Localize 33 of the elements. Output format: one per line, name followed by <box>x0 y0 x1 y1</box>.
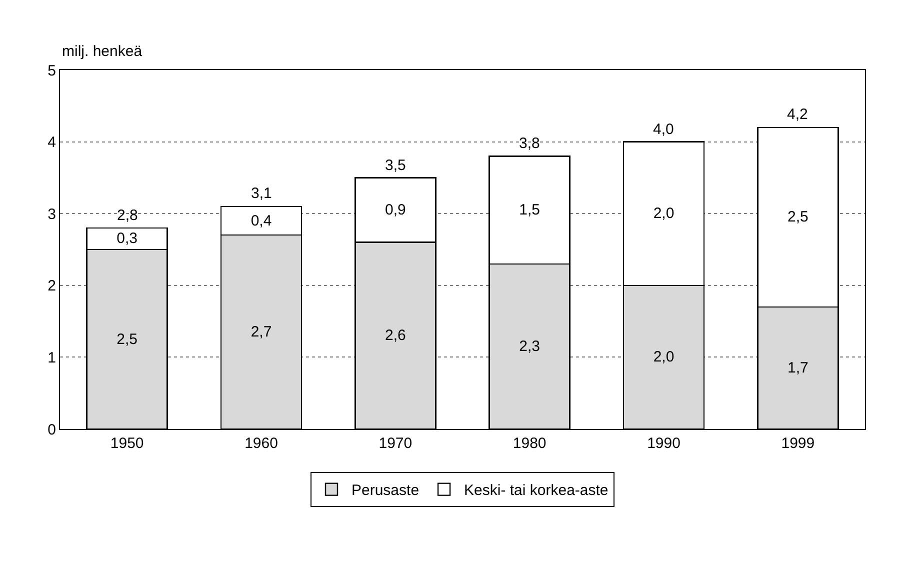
legend-label: Keski- tai korkea-aste <box>464 482 608 500</box>
data-label: 0,4 <box>250 212 272 230</box>
total-label: 4,0 <box>653 121 674 138</box>
total-label: 3,1 <box>251 185 272 202</box>
x-tick-label: 1950 <box>110 435 144 452</box>
data-label: 2,3 <box>519 338 540 355</box>
y-tick-label: 0 <box>48 421 56 438</box>
data-label: 1,7 <box>787 359 808 376</box>
legend-label: Perusaste <box>352 482 420 500</box>
data-label: 2,5 <box>787 208 808 226</box>
x-tick-label: 1970 <box>378 435 412 452</box>
total-label: 4,2 <box>787 106 808 123</box>
data-label: 2,0 <box>653 348 674 366</box>
x-tick-label: 1999 <box>781 435 815 452</box>
total-label: 3,5 <box>385 157 406 174</box>
y-tick-label: 5 <box>48 62 56 80</box>
x-tick-label: 1990 <box>647 435 680 452</box>
data-label: 2,6 <box>384 327 406 344</box>
y-tick-label: 1 <box>48 349 56 366</box>
y-axis-title: milj. henkeä <box>62 43 143 60</box>
y-tick-label: 4 <box>48 134 56 152</box>
data-label: 2,5 <box>116 330 138 348</box>
x-tick-label: 1980 <box>512 435 546 452</box>
y-tick-label: 3 <box>48 206 56 223</box>
total-label: 3,8 <box>519 135 540 152</box>
data-label: 0,9 <box>384 202 406 219</box>
data-label: 2,7 <box>250 324 272 341</box>
total-label: 2,8 <box>117 207 138 224</box>
y-tick-label: 2 <box>48 278 56 295</box>
data-label: 2,0 <box>653 205 674 222</box>
data-label: 0,3 <box>116 230 138 248</box>
data-label: 1,5 <box>519 202 540 219</box>
x-tick-label: 1960 <box>244 435 278 452</box>
